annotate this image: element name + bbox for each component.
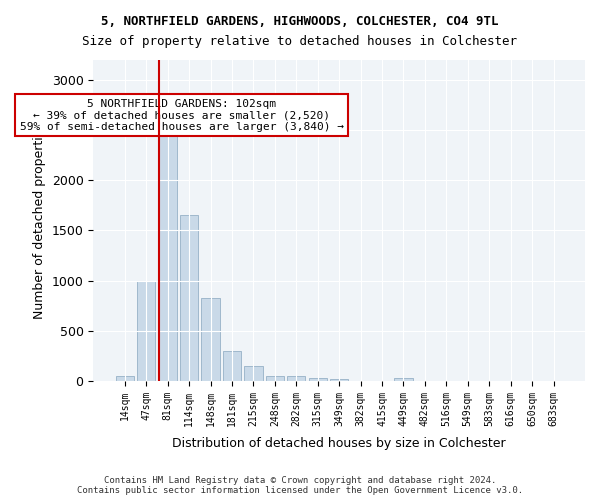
Bar [330, 379, 348, 381]
Bar [116, 376, 134, 381]
Y-axis label: Number of detached properties: Number of detached properties [33, 122, 46, 319]
X-axis label: Distribution of detached houses by size in Colchester: Distribution of detached houses by size … [172, 437, 506, 450]
Bar [202, 298, 220, 381]
Bar [287, 376, 305, 381]
Bar [244, 366, 263, 381]
Text: Size of property relative to detached houses in Colchester: Size of property relative to detached ho… [83, 35, 517, 48]
Bar [394, 378, 413, 381]
Bar [137, 280, 155, 381]
Bar [308, 378, 327, 381]
Text: 5 NORTHFIELD GARDENS: 102sqm
← 39% of detached houses are smaller (2,520)
59% of: 5 NORTHFIELD GARDENS: 102sqm ← 39% of de… [20, 98, 344, 132]
Bar [158, 135, 177, 381]
Bar [223, 351, 241, 381]
Text: Contains HM Land Registry data © Crown copyright and database right 2024.
Contai: Contains HM Land Registry data © Crown c… [77, 476, 523, 495]
Text: 5, NORTHFIELD GARDENS, HIGHWOODS, COLCHESTER, CO4 9TL: 5, NORTHFIELD GARDENS, HIGHWOODS, COLCHE… [101, 15, 499, 28]
Bar [180, 216, 198, 381]
Bar [266, 376, 284, 381]
